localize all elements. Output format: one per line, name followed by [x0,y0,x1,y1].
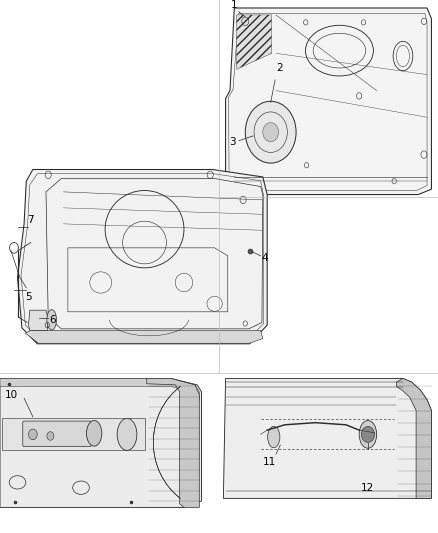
Text: 12: 12 [361,483,374,494]
Text: 4: 4 [262,253,268,263]
Circle shape [361,426,374,442]
Ellipse shape [268,426,280,448]
Polygon shape [28,310,47,330]
FancyBboxPatch shape [23,421,91,447]
Circle shape [263,123,279,142]
Polygon shape [0,378,201,507]
Polygon shape [223,378,431,498]
Polygon shape [147,378,199,507]
Ellipse shape [359,421,377,448]
Polygon shape [396,378,431,498]
Text: 7: 7 [27,215,34,225]
Text: 3: 3 [229,138,236,147]
Ellipse shape [86,421,102,446]
Text: 6: 6 [49,315,56,325]
Polygon shape [2,418,145,450]
Circle shape [245,101,296,163]
Text: 5: 5 [25,292,32,302]
Polygon shape [226,8,431,195]
Ellipse shape [117,418,137,450]
Circle shape [47,432,54,440]
Text: 10: 10 [5,391,18,400]
Text: 2: 2 [276,63,283,72]
Polygon shape [237,15,272,69]
Circle shape [28,429,37,440]
Polygon shape [0,378,199,400]
Text: 11: 11 [263,457,276,467]
Polygon shape [25,330,263,343]
Ellipse shape [47,310,57,330]
Polygon shape [18,169,267,344]
Text: 1: 1 [231,0,238,10]
